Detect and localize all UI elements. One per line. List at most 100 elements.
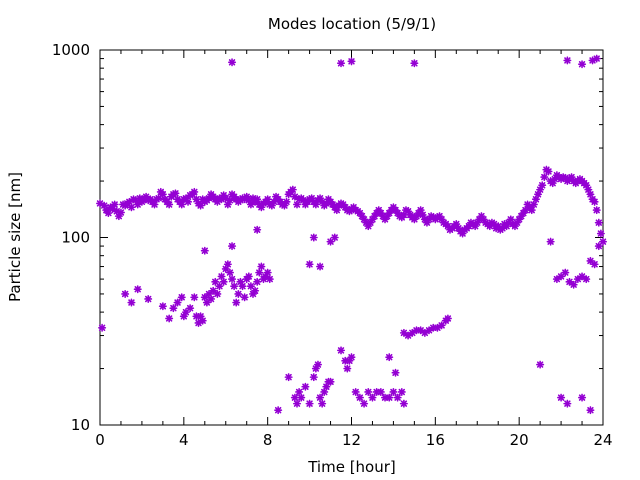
chart-title: Modes location (5/9/1) bbox=[268, 15, 436, 33]
data-point bbox=[297, 393, 306, 402]
data-point bbox=[255, 268, 264, 277]
data-point bbox=[397, 387, 406, 396]
data-point bbox=[240, 293, 249, 302]
data-point bbox=[546, 237, 555, 246]
data-point bbox=[171, 189, 180, 198]
y-axis-label: Particle size [nm] bbox=[6, 172, 24, 302]
data-point bbox=[184, 197, 193, 206]
data-point bbox=[251, 286, 260, 295]
data-point bbox=[389, 387, 398, 396]
data-point bbox=[385, 353, 394, 362]
data-point bbox=[257, 262, 266, 271]
data-point bbox=[326, 377, 335, 386]
data-point bbox=[538, 181, 547, 190]
data-point bbox=[127, 298, 136, 307]
data-point bbox=[230, 282, 239, 291]
data-point bbox=[198, 316, 207, 325]
y-tick-label: 1000 bbox=[52, 41, 90, 59]
data-point bbox=[165, 200, 174, 209]
data-point bbox=[177, 293, 186, 302]
data-point bbox=[590, 260, 599, 269]
data-point bbox=[217, 272, 226, 281]
data-point bbox=[228, 242, 237, 251]
data-point bbox=[594, 242, 603, 251]
data-point bbox=[337, 346, 346, 355]
data-point bbox=[293, 399, 302, 408]
y-tick-label: 100 bbox=[61, 229, 90, 247]
data-points bbox=[96, 54, 608, 415]
data-point bbox=[110, 200, 119, 209]
data-point bbox=[225, 268, 234, 277]
data-point bbox=[253, 277, 262, 286]
data-point bbox=[318, 399, 327, 408]
data-point bbox=[364, 387, 373, 396]
data-point bbox=[288, 185, 297, 194]
x-tick-label: 20 bbox=[510, 431, 529, 449]
x-tick-label: 0 bbox=[95, 431, 105, 449]
data-point bbox=[173, 298, 182, 307]
data-point bbox=[586, 406, 595, 415]
data-point bbox=[316, 393, 325, 402]
data-point bbox=[594, 218, 603, 227]
data-point bbox=[144, 294, 153, 303]
data-point bbox=[133, 285, 142, 294]
data-point bbox=[313, 360, 322, 369]
data-point bbox=[540, 173, 549, 182]
data-point bbox=[290, 393, 299, 402]
data-point bbox=[282, 197, 291, 206]
data-point bbox=[309, 373, 318, 382]
y-tick-label: 10 bbox=[71, 416, 90, 434]
x-tick-label: 8 bbox=[263, 431, 273, 449]
data-point bbox=[347, 353, 356, 362]
data-point bbox=[246, 200, 255, 209]
data-point bbox=[557, 393, 566, 402]
data-point bbox=[284, 373, 293, 382]
data-point bbox=[596, 229, 605, 238]
x-tick-label: 16 bbox=[426, 431, 445, 449]
data-point bbox=[263, 268, 272, 277]
data-point bbox=[355, 393, 364, 402]
y-axis-ticks: 10 100 1000 bbox=[52, 41, 603, 434]
data-point bbox=[578, 393, 587, 402]
data-point bbox=[213, 289, 222, 298]
data-point bbox=[158, 302, 167, 311]
data-point bbox=[561, 268, 570, 277]
data-point bbox=[582, 275, 591, 284]
x-tick-label: 24 bbox=[593, 431, 612, 449]
data-point bbox=[368, 393, 377, 402]
data-point bbox=[223, 260, 232, 269]
data-point bbox=[186, 304, 195, 313]
data-point bbox=[219, 277, 228, 286]
data-point bbox=[316, 262, 325, 271]
data-point bbox=[274, 406, 283, 415]
data-point bbox=[569, 280, 578, 289]
data-point bbox=[234, 289, 243, 298]
data-point bbox=[127, 203, 136, 212]
data-point bbox=[536, 360, 545, 369]
data-point bbox=[590, 197, 599, 206]
data-point bbox=[244, 272, 253, 281]
data-point bbox=[337, 59, 346, 68]
data-point bbox=[190, 187, 199, 196]
data-point bbox=[360, 399, 369, 408]
data-point bbox=[578, 60, 587, 69]
data-point bbox=[592, 54, 601, 63]
data-point bbox=[498, 224, 507, 233]
data-point bbox=[393, 393, 402, 402]
data-point bbox=[343, 364, 352, 373]
data-point bbox=[351, 387, 360, 396]
data-point bbox=[305, 260, 314, 269]
data-point bbox=[121, 289, 130, 298]
data-point bbox=[232, 298, 241, 307]
data-point bbox=[165, 314, 174, 323]
data-point bbox=[527, 206, 536, 215]
data-point bbox=[207, 294, 216, 303]
data-point bbox=[200, 246, 209, 255]
data-point bbox=[565, 277, 574, 286]
data-point bbox=[104, 209, 113, 218]
data-point bbox=[592, 206, 601, 215]
data-point bbox=[301, 382, 310, 391]
data-point bbox=[309, 233, 318, 242]
data-point bbox=[228, 275, 237, 284]
